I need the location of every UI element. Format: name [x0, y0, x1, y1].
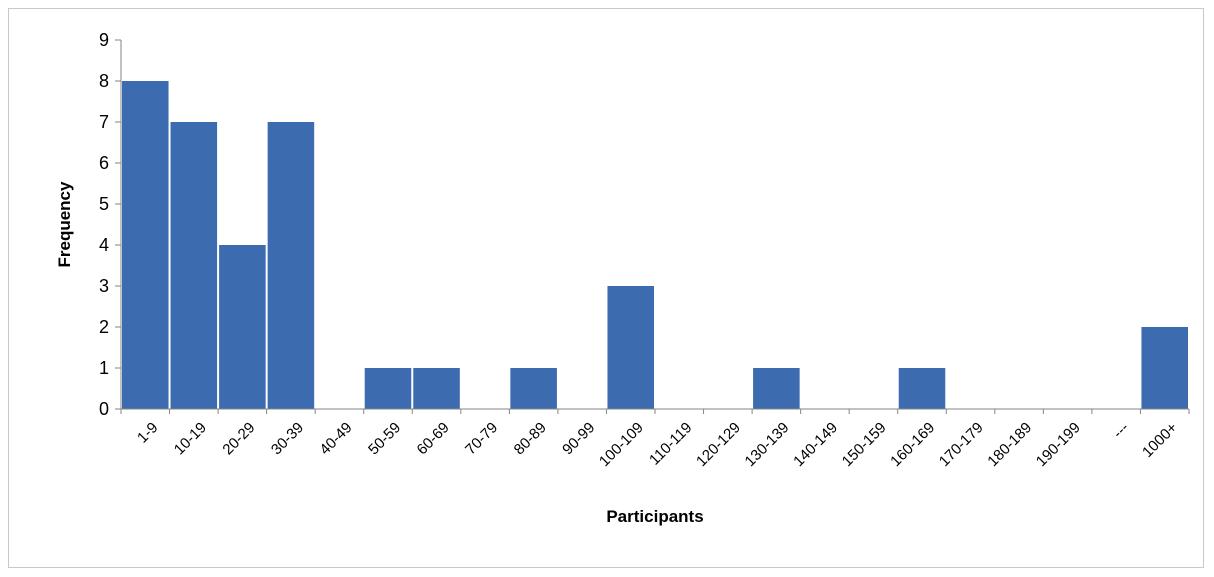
- x-tick-label: 130-139: [742, 419, 793, 470]
- y-tick-label: 8: [99, 71, 109, 91]
- y-tick-label: 2: [99, 317, 109, 337]
- bars-group: [122, 81, 1188, 409]
- y-tick-group: 0 1 2 3 4 5 6 7 8 9: [99, 30, 121, 419]
- x-tick-label: ---: [1110, 419, 1133, 442]
- x-tick-group: 1-9 10-19 20-29 30-39 40-49 50-59 60-69 70-79 80…: [120, 409, 1190, 470]
- bar-80-89: [510, 368, 557, 409]
- x-tick-label: 30-39: [268, 419, 307, 458]
- bar-20-29: [219, 245, 266, 409]
- y-tick-label: 4: [99, 235, 109, 255]
- x-tick-label: 180-189: [984, 419, 1035, 470]
- bar-160-169: [898, 368, 946, 409]
- x-tick-label: 1000+: [1139, 419, 1181, 461]
- x-tick-label: 60-69: [414, 419, 453, 458]
- x-tick-label: 110-119: [646, 419, 695, 468]
- bar-30-39: [267, 122, 315, 409]
- x-axis-title: Participants: [606, 507, 703, 526]
- x-tick-label: 1-9: [134, 419, 161, 446]
- x-tick-label: 40-49: [316, 419, 355, 458]
- y-tick-label: 1: [99, 358, 109, 378]
- bar-130-139: [753, 368, 800, 409]
- y-tick-label: 9: [99, 30, 109, 50]
- x-tick-label: 20-29: [219, 419, 258, 458]
- x-tick-label: 190-199: [1033, 419, 1084, 470]
- bar-1-9: [122, 81, 169, 409]
- y-tick-label: 0: [99, 399, 109, 419]
- x-tick-label: 140-149: [790, 419, 841, 470]
- y-tick-label: 6: [99, 153, 109, 173]
- bar-100-109: [607, 286, 654, 409]
- x-tick-label: 50-59: [365, 419, 404, 458]
- x-tick-label: 100-109: [596, 419, 647, 470]
- x-tick-label: 80-89: [511, 419, 550, 458]
- bar-60-69: [413, 368, 460, 409]
- y-tick-label: 5: [99, 194, 109, 214]
- x-tick-label: 170-179: [936, 419, 987, 470]
- bar-10-19: [170, 122, 218, 409]
- x-tick-label: 90-99: [559, 419, 598, 458]
- bar-50-59: [364, 368, 412, 409]
- y-tick-label: 7: [99, 112, 109, 132]
- x-tick-label: 160-169: [887, 419, 938, 470]
- x-tick-label: 150-159: [839, 419, 890, 470]
- x-tick-label: 120-129: [693, 419, 744, 470]
- x-tick-label: 10-19: [171, 419, 210, 458]
- y-tick-label: 3: [99, 276, 109, 296]
- y-axis-title: Frequency: [55, 181, 74, 268]
- x-tick-label: 70-79: [462, 419, 501, 458]
- bar-1000+: [1141, 327, 1188, 409]
